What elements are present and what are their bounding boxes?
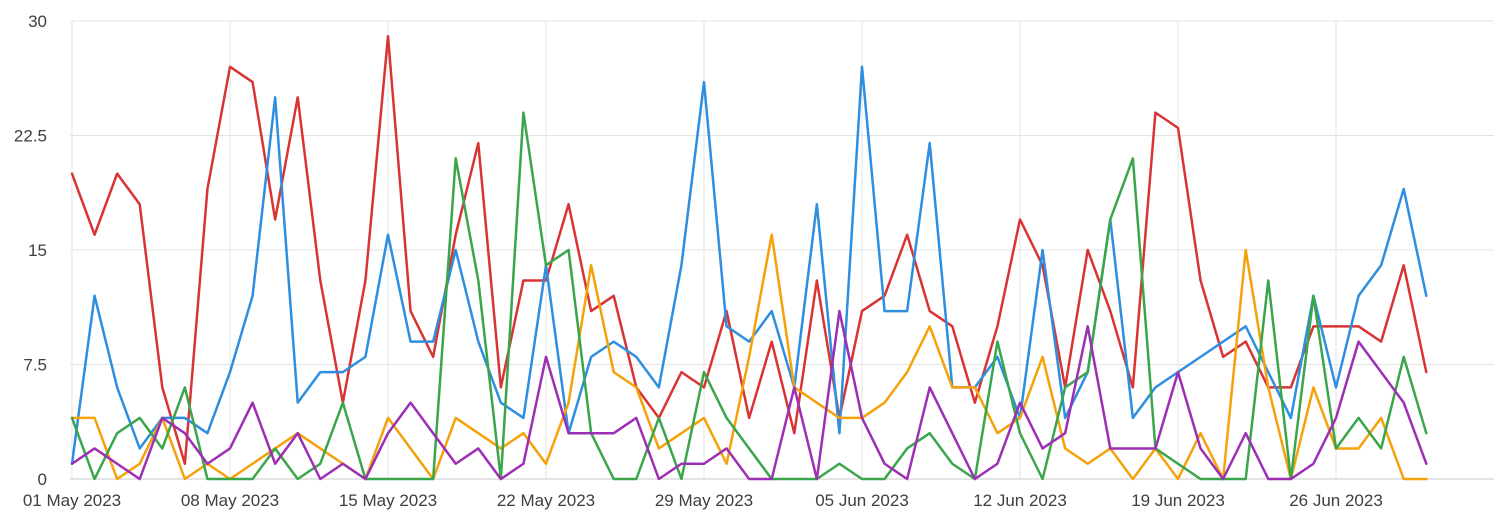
x-tick-label: 15 May 2023 (339, 491, 437, 510)
series-line-4 (70, 111, 1428, 481)
x-tick-label: 05 Jun 2023 (815, 491, 909, 510)
x-tick-label: 19 Jun 2023 (1131, 491, 1225, 510)
x-tick-label: 12 Jun 2023 (973, 491, 1067, 510)
series-line-1 (70, 35, 1428, 465)
grid-layer (70, 20, 1494, 480)
series-line-5 (70, 309, 1428, 481)
y-tick-label: 15 (28, 241, 47, 260)
tick-labels: 0 7.5 15 22.5 30 01 May 2023 08 May 2023 15 May… (14, 12, 1383, 510)
x-tick-label: 26 Jun 2023 (1289, 491, 1383, 510)
x-tick-label: 29 May 2023 (655, 491, 753, 510)
x-tick-label: 01 May 2023 (23, 491, 121, 510)
series-line-2 (70, 65, 1428, 465)
x-tick-label: 08 May 2023 (181, 491, 279, 510)
y-tick-label: 22.5 (14, 127, 47, 146)
y-tick-label: 7.5 (23, 356, 47, 375)
series-layer (70, 35, 1428, 481)
y-tick-label: 30 (28, 12, 47, 31)
y-tick-label: 0 (38, 470, 47, 489)
x-tick-label: 22 May 2023 (497, 491, 595, 510)
